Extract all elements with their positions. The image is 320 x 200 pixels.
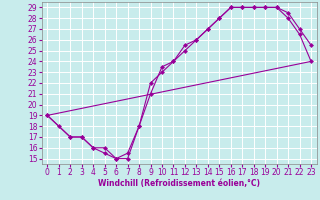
X-axis label: Windchill (Refroidissement éolien,°C): Windchill (Refroidissement éolien,°C) (98, 179, 260, 188)
